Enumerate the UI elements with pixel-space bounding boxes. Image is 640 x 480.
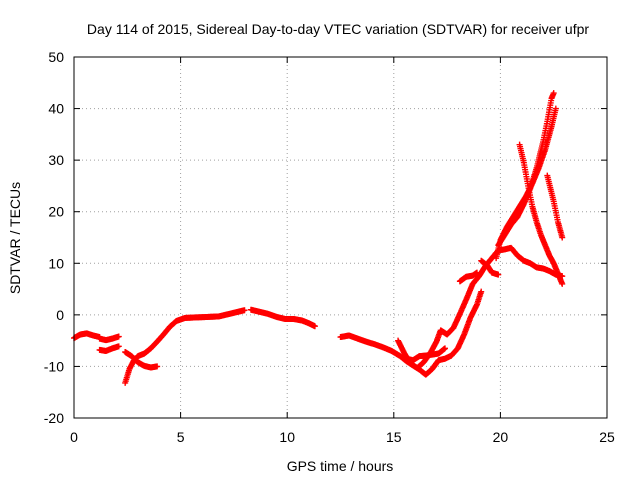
data-point <box>115 333 122 340</box>
y-axis-label: SDTVAR / TECUs <box>7 182 23 294</box>
x-axis-label: GPS time / hours <box>287 458 394 474</box>
data-point <box>441 345 448 352</box>
y-tick-label: 10 <box>48 255 64 271</box>
y-tick-label: -20 <box>44 410 64 426</box>
data-point <box>241 307 248 314</box>
chart-title: Day 114 of 2015, Sidereal Day-to-day VTE… <box>87 21 589 37</box>
data-trace <box>516 141 566 287</box>
data-point <box>115 343 122 350</box>
data-trace <box>71 330 103 342</box>
x-tick-label: 15 <box>386 429 402 445</box>
x-tick-label: 10 <box>279 429 295 445</box>
data-point <box>552 105 559 112</box>
x-tick-label: 0 <box>70 429 78 445</box>
data-point <box>559 280 566 287</box>
data-point <box>154 363 161 370</box>
data-trace <box>544 172 566 241</box>
data-point <box>559 234 566 241</box>
data-point <box>478 288 485 295</box>
x-tick-label: 25 <box>599 429 615 445</box>
x-tick-label: 5 <box>177 429 185 445</box>
x-tick-label: 20 <box>493 429 509 445</box>
axis-ticks: 0 5 10 15 20 25 -20 -10 0 10 20 30 40 50 <box>44 49 615 445</box>
y-tick-label: 20 <box>48 204 64 220</box>
plot-frame <box>73 56 608 419</box>
y-tick-label: 50 <box>48 49 64 65</box>
data-point <box>473 269 480 276</box>
data-trace <box>96 333 122 344</box>
data-point <box>311 323 318 330</box>
data-trace <box>247 306 318 330</box>
y-tick-label: 40 <box>48 101 64 117</box>
y-tick-label: -10 <box>44 358 64 374</box>
data-trace <box>122 348 161 371</box>
data-trace <box>478 257 502 278</box>
data-point <box>550 90 557 97</box>
data-trace <box>122 307 248 386</box>
data-point <box>495 271 502 278</box>
grid <box>74 57 607 418</box>
y-tick-label: 30 <box>48 152 64 168</box>
data-trace <box>395 244 566 371</box>
data-trace <box>96 343 122 354</box>
data-points <box>71 90 566 386</box>
data-trace <box>337 288 485 378</box>
y-tick-label: 0 <box>56 307 64 323</box>
data-trace <box>456 269 480 285</box>
data-trace <box>403 345 448 364</box>
